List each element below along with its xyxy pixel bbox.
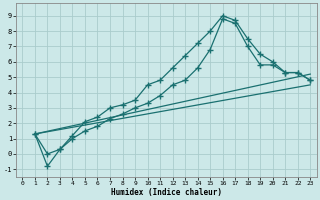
X-axis label: Humidex (Indice chaleur): Humidex (Indice chaleur): [111, 188, 222, 197]
